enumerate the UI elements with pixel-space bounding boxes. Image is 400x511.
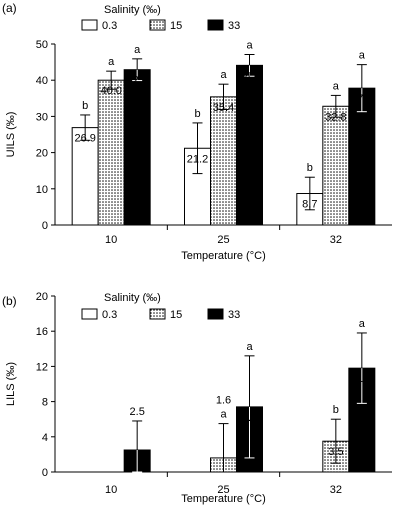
value-label: 2.5 xyxy=(130,406,145,418)
y-tick-label: 30 xyxy=(36,111,48,123)
value-label: 26.9 xyxy=(74,133,95,145)
legend-label: 15 xyxy=(170,20,182,32)
y-tick-label: 20 xyxy=(36,148,48,160)
bar-15 xyxy=(97,79,125,226)
significance-letter: a xyxy=(108,56,115,68)
y-tick-label: 4 xyxy=(42,432,48,444)
bar-33 xyxy=(236,64,263,226)
y-tick-label: 0 xyxy=(42,467,48,479)
bar-33 xyxy=(123,69,151,226)
legend-label: 0.3 xyxy=(102,20,117,32)
panel-label: (a) xyxy=(2,1,17,15)
x-tick-label: 10 xyxy=(105,484,117,496)
y-tick-label: 40 xyxy=(36,75,48,87)
significance-letter: a xyxy=(246,341,253,353)
y-axis-label: LILS (‰) xyxy=(5,362,17,406)
y-axis-label: UILS (‰) xyxy=(5,112,17,158)
value-label: 35.4 xyxy=(213,102,234,114)
x-tick-label: 32 xyxy=(330,484,342,496)
bar-0.3 xyxy=(71,127,99,226)
legend-swatch-0.3 xyxy=(81,19,98,31)
value-label: 3.5 xyxy=(328,446,343,458)
value-label: 7.2 xyxy=(242,412,257,424)
significance-letter: a xyxy=(359,318,366,330)
significance-letter: a xyxy=(246,39,253,51)
legend-swatch-33 xyxy=(207,308,224,320)
legend-label: 15 xyxy=(170,309,182,321)
significance-letter: a xyxy=(333,80,340,92)
significance-letter: a xyxy=(134,44,141,56)
value-label: 1.6 xyxy=(216,395,231,407)
legend-title: Salinity (‰) xyxy=(104,292,161,304)
legend-swatch-0.3 xyxy=(81,308,98,320)
value-label: 8.7 xyxy=(302,199,317,211)
significance-letter: a xyxy=(220,409,227,421)
legend-label: 33 xyxy=(228,309,240,321)
y-tick-label: 20 xyxy=(36,291,48,303)
significance-letter: b xyxy=(307,162,313,174)
y-tick-label: 0 xyxy=(42,220,48,232)
x-axis-label: Temperature (°C) xyxy=(181,250,265,262)
value-label: 37.8 xyxy=(351,93,372,105)
y-tick-label: 16 xyxy=(36,326,48,338)
value-label: 11.6 xyxy=(352,373,373,385)
value-label: 40.0 xyxy=(100,85,121,97)
legend-swatch-33 xyxy=(207,19,224,31)
value-label: 21.2 xyxy=(187,153,208,165)
legend-title: Salinity (‰) xyxy=(104,4,161,16)
legend-label: 33 xyxy=(228,20,240,32)
significance-letter: b xyxy=(194,108,200,120)
y-tick-label: 8 xyxy=(42,397,48,409)
legend-swatch-15 xyxy=(149,19,166,31)
value-label: 32.8 xyxy=(325,111,346,123)
legend-label: 0.3 xyxy=(102,309,117,321)
x-axis-label: Temperature (°C) xyxy=(181,493,265,505)
value-label: 42.9 xyxy=(126,75,147,87)
panel-label: (b) xyxy=(2,294,17,308)
x-tick-label: 10 xyxy=(105,234,117,246)
value-label: 44.1 xyxy=(239,70,260,82)
significance-letter: b xyxy=(333,404,339,416)
y-tick-label: 12 xyxy=(36,361,48,373)
x-tick-label: 25 xyxy=(217,484,229,496)
significance-letter: a xyxy=(359,50,366,62)
x-tick-label: 32 xyxy=(330,234,342,246)
bar-15 xyxy=(322,105,350,226)
bar-15 xyxy=(210,96,237,226)
significance-letter: b xyxy=(82,100,88,112)
y-tick-label: 50 xyxy=(36,39,48,51)
y-tick-label: 10 xyxy=(36,184,48,196)
legend-swatch-15 xyxy=(149,308,166,320)
significance-letter: a xyxy=(220,69,227,81)
x-tick-label: 25 xyxy=(217,234,229,246)
